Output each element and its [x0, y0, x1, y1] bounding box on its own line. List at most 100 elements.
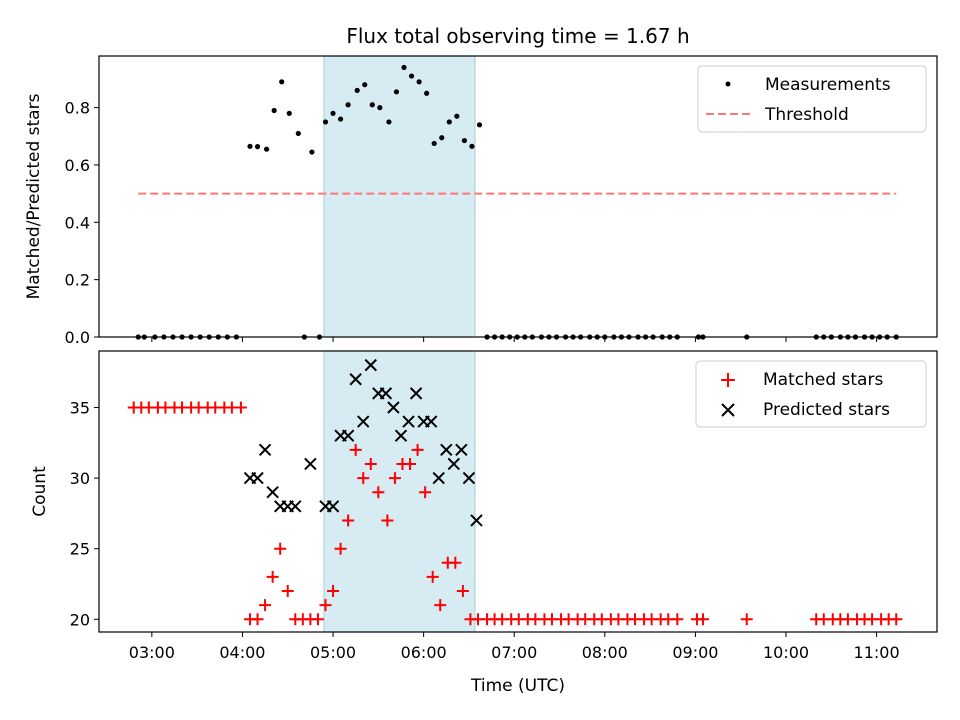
matched-star-marker	[426, 570, 439, 583]
measurement-point	[330, 110, 336, 116]
predicted-star-marker	[304, 457, 317, 471]
matched-star-marker	[381, 514, 394, 527]
x-tick-label: 05:00	[310, 643, 356, 662]
predicted-star-marker	[349, 373, 362, 386]
observing-window-shade	[323, 350, 476, 633]
measurement-point	[454, 113, 460, 119]
predicted-star-marker	[387, 401, 400, 414]
matched-star-marker	[334, 542, 347, 555]
matched-star-marker	[671, 613, 684, 626]
measurement-point	[476, 122, 483, 128]
predicted-star-marker	[455, 443, 468, 457]
predicted-star-marker	[447, 457, 461, 471]
matched-star-marker	[434, 599, 447, 612]
predicted-star-marker	[266, 485, 279, 499]
counts-legend: Matched stars Predicted stars	[695, 360, 927, 428]
matched-star-marker	[357, 472, 370, 485]
measurement-point	[431, 140, 437, 147]
measurement-point	[354, 87, 360, 94]
matched-star-marker	[319, 599, 332, 612]
matched-star-markers	[127, 401, 903, 626]
counts-legend-box	[695, 360, 927, 428]
measurement-point	[469, 143, 475, 149]
x-axis-label: Time (UTC)	[470, 676, 565, 696]
counts-y-tick-label: 30	[70, 469, 90, 488]
measurement-point	[322, 119, 329, 125]
predicted-star-marker	[341, 429, 355, 442]
counts-plot-frame	[98, 350, 938, 633]
measurement-point	[369, 102, 375, 108]
matched-star-marker	[404, 457, 417, 470]
x-tick-label: 04:00	[219, 643, 265, 662]
measurement-point	[309, 149, 315, 155]
legend-label-predicted: Predicted stars	[763, 400, 890, 420]
matched-star-marker	[281, 585, 294, 598]
matched-star-marker	[342, 514, 355, 527]
measurement-point	[439, 135, 445, 141]
counts-y-ticks: 20 25 30 35	[70, 398, 99, 629]
ratio-y-tick-label: 0.6	[65, 156, 90, 175]
measurement-point	[424, 90, 430, 96]
predicted-star-marker	[402, 415, 415, 428]
matched-star-marker	[349, 443, 362, 456]
predicted-star-marker	[357, 415, 370, 428]
measurement-point	[362, 82, 368, 88]
measurement-point	[446, 119, 452, 125]
matched-star-marker	[372, 486, 385, 499]
predicted-star-markers	[243, 358, 483, 527]
ratio-y-axis-label: Matched/Predicted stars	[24, 93, 44, 299]
predicted-star-marker	[251, 471, 264, 485]
matched-star-marker	[696, 613, 709, 626]
x-tick-label: 06:00	[401, 643, 447, 662]
ratio-panel: 0.00.20.40.60.8 Matched/Predicted stars …	[24, 55, 938, 347]
legend-label-measurements: Measurements	[765, 75, 891, 95]
matched-star-marker	[259, 599, 272, 612]
x-tick-label: 10:00	[763, 643, 809, 662]
x-tick-label: 03:00	[129, 643, 175, 662]
matched-star-marker	[311, 613, 324, 626]
measurement-point	[295, 130, 301, 137]
measurement-point	[393, 89, 400, 95]
legend-marker-matched	[721, 373, 735, 387]
matched-star-marker	[411, 443, 424, 456]
measurement-point	[386, 119, 392, 125]
matched-star-marker	[274, 542, 287, 555]
matched-star-marker	[419, 486, 432, 499]
measurement-point	[286, 110, 292, 116]
ratio-legend: Measurements Threshold	[697, 65, 927, 133]
x-tick-label: 07:00	[491, 643, 537, 662]
predicted-star-marker	[424, 415, 438, 428]
measurement-point	[416, 79, 422, 85]
predicted-star-marker	[440, 443, 453, 457]
legend-marker-measurements	[725, 81, 731, 87]
legend-label-threshold: Threshold	[764, 105, 849, 125]
matched-star-marker	[266, 570, 279, 583]
measurement-point	[408, 73, 415, 79]
measurement-point	[254, 144, 261, 150]
matched-star-marker	[364, 457, 377, 470]
legend-label-matched: Matched stars	[763, 370, 883, 390]
predicted-star-marker	[394, 429, 408, 442]
predicted-star-marker	[432, 471, 445, 485]
predicted-star-marker	[289, 500, 302, 513]
measurement-point	[377, 105, 383, 111]
measurement-point	[264, 146, 270, 152]
predicted-star-marker	[409, 387, 423, 400]
x-tick-label: 08:00	[582, 643, 628, 662]
ratio-y-tick-label: 0.0	[65, 328, 90, 347]
ratio-y-ticks: 0.0 0.2 0.4 0.6 0.8	[65, 99, 99, 347]
counts-y-axis-label: Count	[30, 466, 50, 517]
chart-title: Flux total observing time = 1.67 h	[346, 24, 689, 48]
matched-star-marker	[251, 613, 264, 626]
measurement-point	[279, 79, 285, 85]
matched-star-marker	[327, 585, 340, 598]
matched-star-marker	[388, 472, 401, 485]
ratio-y-tick-label: 0.4	[65, 213, 90, 232]
counts-y-tick-label: 35	[70, 398, 90, 417]
ratio-y-tick-label: 0.2	[65, 271, 90, 290]
matched-star-marker	[740, 613, 753, 626]
observing-window-shade	[323, 55, 476, 338]
predicted-star-marker	[364, 358, 377, 372]
